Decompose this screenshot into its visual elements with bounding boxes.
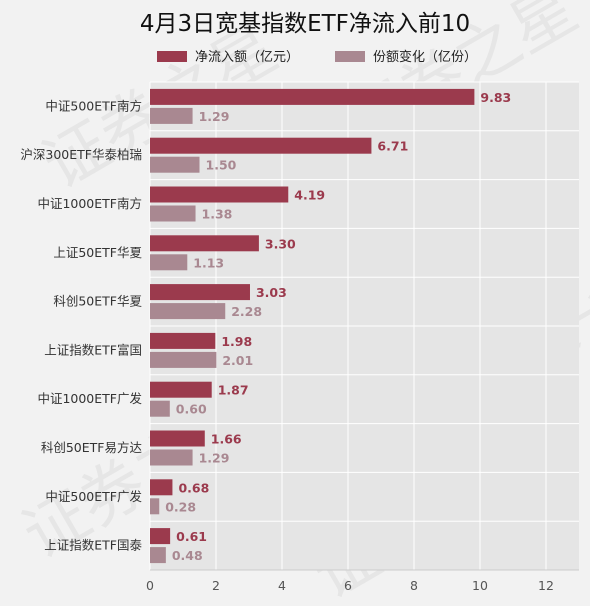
category-label: 上证50ETF华夏 (53, 245, 142, 260)
x-tick-label: 6 (344, 578, 352, 593)
plot-area: 0 2 4 6 8 10 12 中证500ETF南方 9.83 1.29 沪深300ETF华泰柏瑞 6… (20, 81, 579, 593)
bar-value-label: 1.13 (193, 255, 224, 270)
bar-value-label: 4.19 (294, 188, 325, 203)
category-label: 中证1000ETF广发 (37, 391, 142, 406)
bar-value-label: 0.48 (172, 548, 203, 563)
bar-value-label: 1.66 (211, 432, 242, 447)
bar-net-inflow (150, 479, 173, 496)
x-tick-label: 10 (472, 578, 488, 593)
bar-share-change (150, 303, 226, 320)
bar-net-inflow (150, 430, 205, 447)
bar-share-change (150, 498, 160, 515)
bar-value-label: 2.01 (222, 353, 253, 368)
bar-share-change (150, 156, 200, 173)
bar-net-inflow (150, 186, 289, 203)
bar-share-change (150, 547, 166, 564)
category-label: 中证500ETF广发 (45, 489, 142, 504)
legend-label-1: 净流入额（亿元） (195, 50, 299, 65)
x-tick-label: 8 (410, 578, 418, 593)
bar-net-inflow (150, 137, 372, 154)
bar-value-label: 0.68 (178, 480, 209, 495)
bar-value-label: 9.83 (480, 90, 511, 105)
chart-title: 4月3日宽基指数ETF净流入前10 (140, 11, 470, 37)
bar-value-label: 3.03 (256, 285, 287, 300)
bar-value-label: 3.30 (265, 236, 296, 251)
bar-value-label: 2.28 (231, 304, 262, 319)
x-tick-label: 12 (538, 578, 554, 593)
legend-swatch-1 (157, 51, 187, 62)
bar-net-inflow (150, 381, 212, 398)
bar-value-label: 1.29 (199, 451, 230, 466)
bar-net-inflow (150, 528, 171, 545)
bar-share-change (150, 400, 170, 417)
bar-share-change (150, 107, 193, 124)
bar-share-change (150, 254, 188, 271)
category-label: 中证500ETF南方 (45, 98, 142, 113)
x-tick-label: 0 (146, 578, 154, 593)
bar-value-label: 1.98 (221, 334, 252, 349)
category-label: 科创50ETF易方达 (41, 440, 143, 455)
bar-value-label: 0.60 (176, 402, 207, 417)
bar-share-change (150, 449, 193, 466)
bar-share-change (150, 351, 217, 368)
bar-net-inflow (150, 284, 250, 301)
legend: 净流入额（亿元） 份额变化（亿份） (157, 49, 477, 65)
category-label: 上证指数ETF富国 (44, 342, 142, 357)
bar-net-inflow (150, 332, 216, 349)
bar-value-label: 1.50 (206, 158, 237, 173)
bar-value-label: 1.38 (202, 207, 233, 222)
x-tick-label: 4 (278, 578, 286, 593)
bar-value-label: 6.71 (377, 139, 408, 154)
bar-value-label: 1.29 (199, 109, 230, 124)
legend-swatch-2 (335, 51, 365, 62)
bar-net-inflow (150, 88, 475, 105)
category-label: 中证1000ETF南方 (37, 196, 142, 211)
category-label: 沪深300ETF华泰柏瑞 (20, 147, 142, 162)
x-tick-label: 2 (212, 578, 220, 593)
bar-value-label: 0.28 (165, 499, 196, 514)
legend-label-2: 份额变化（亿份） (373, 49, 477, 65)
category-label: 科创50ETF华夏 (53, 294, 142, 309)
bar-value-label: 0.61 (176, 529, 207, 544)
bar-net-inflow (150, 235, 259, 252)
bar-value-label: 1.87 (218, 383, 249, 398)
category-label: 上证指数ETF国泰 (44, 538, 142, 553)
bar-share-change (150, 205, 196, 222)
